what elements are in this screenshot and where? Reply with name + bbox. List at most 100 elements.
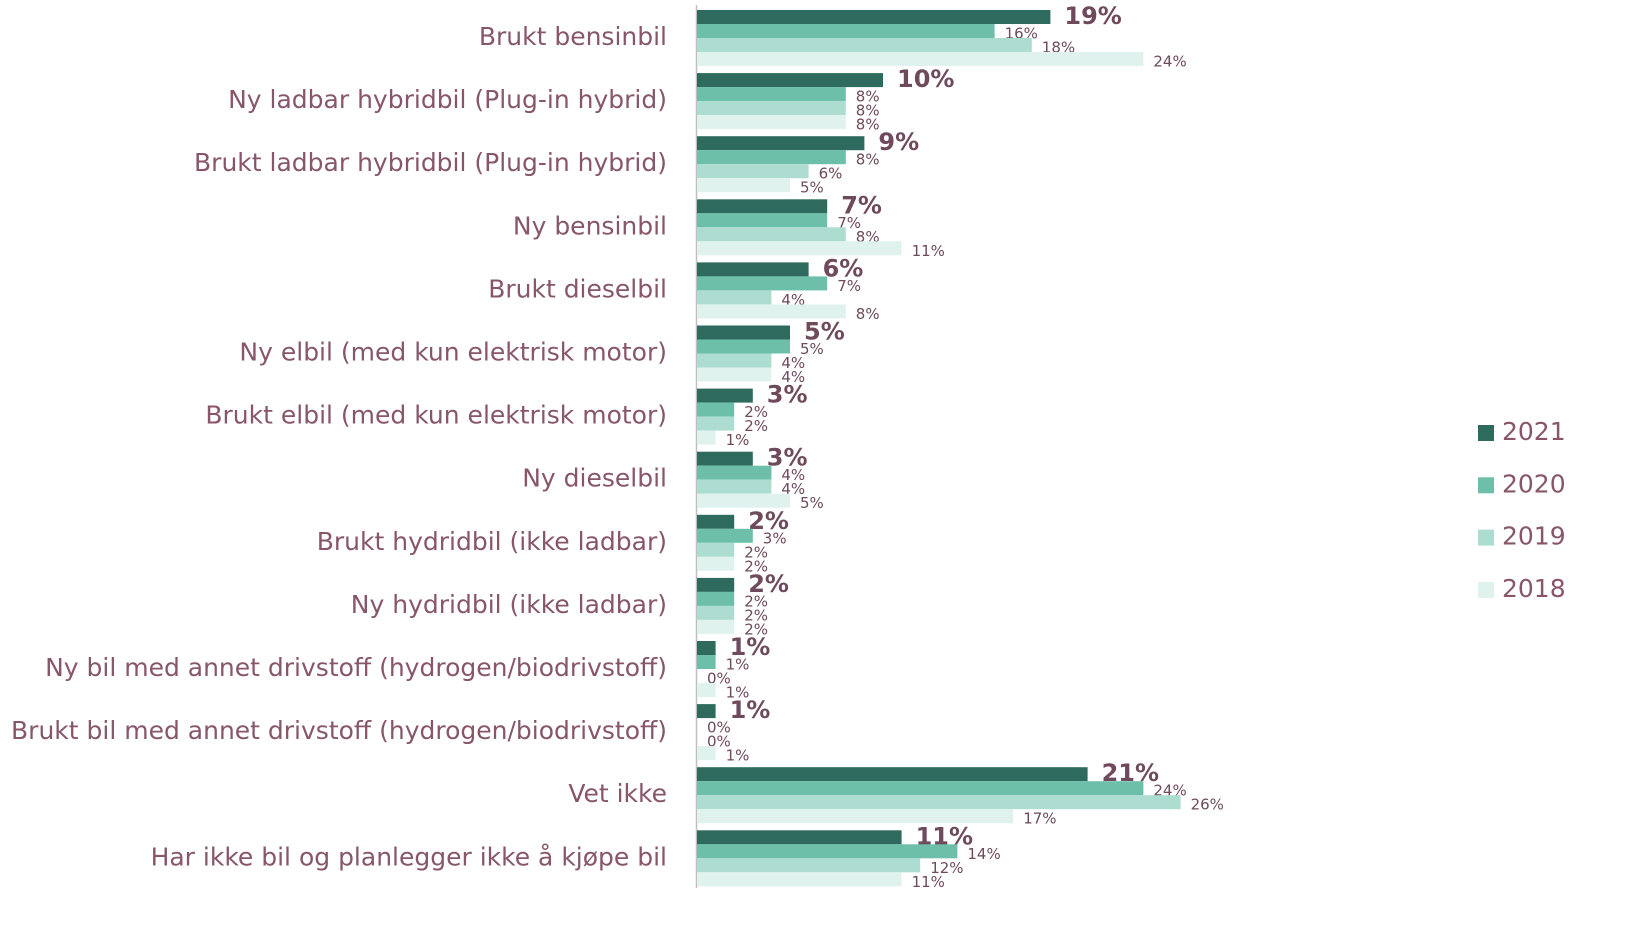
- legend-swatch: [1478, 529, 1494, 546]
- value-label: 2%: [744, 417, 768, 435]
- category-label: Ny hydridbil (ikke ladbar): [351, 590, 667, 619]
- bar: [697, 577, 735, 592]
- value-label: 2%: [748, 570, 789, 598]
- category-label: Ny dieselbil: [522, 464, 667, 493]
- bar: [697, 767, 1088, 782]
- category-label: Brukt elbil (med kun elektrisk motor): [205, 401, 667, 430]
- value-label: 17%: [1023, 810, 1056, 828]
- value-label: 4%: [781, 466, 805, 484]
- value-label: 7%: [837, 277, 861, 295]
- value-label: 8%: [856, 88, 880, 106]
- value-label: 19%: [1064, 2, 1121, 30]
- bar: [697, 746, 716, 761]
- bar: [697, 795, 1181, 810]
- category-label: Ny elbil (med kun elektrisk motor): [239, 338, 667, 367]
- value-label: 8%: [856, 102, 880, 120]
- bar: [697, 52, 1144, 66]
- bar: [697, 605, 735, 620]
- value-label: 2%: [744, 557, 768, 575]
- value-label: 3%: [767, 444, 808, 472]
- bar: [697, 542, 735, 557]
- legend-label: 2019: [1502, 522, 1566, 551]
- bar: [697, 325, 790, 340]
- value-label: 2%: [744, 620, 768, 638]
- bar: [697, 227, 846, 242]
- value-label: 6%: [823, 254, 864, 282]
- bar: [697, 858, 921, 873]
- category-label: Brukt ladbar hybridbil (Plug-in hybrid): [194, 148, 667, 177]
- value-label: 3%: [763, 529, 787, 547]
- value-label: 8%: [856, 151, 880, 169]
- bar: [697, 276, 828, 291]
- bar: [697, 73, 883, 88]
- value-label: 5%: [800, 340, 824, 358]
- bar: [697, 704, 716, 719]
- value-label: 3%: [767, 381, 808, 409]
- value-label: 5%: [800, 179, 824, 197]
- bar: [697, 514, 735, 529]
- legend-label: 2021: [1502, 417, 1566, 446]
- legend-label: 2020: [1502, 469, 1566, 498]
- bar: [697, 465, 772, 480]
- bar: [697, 199, 828, 214]
- bar: [697, 213, 828, 228]
- category-label: Vet ikke: [568, 779, 667, 808]
- value-label: 6%: [819, 165, 843, 183]
- bar: [697, 591, 735, 606]
- bar: [697, 353, 772, 368]
- value-label: 11%: [912, 242, 945, 260]
- bar: [697, 844, 958, 859]
- bar: [697, 24, 995, 38]
- legend-swatch: [1478, 581, 1494, 598]
- bar: [697, 150, 846, 165]
- bar: [697, 402, 735, 417]
- bar: [697, 430, 716, 445]
- value-label: 24%: [1153, 53, 1186, 71]
- bar: [697, 619, 735, 634]
- value-label: 11%: [912, 873, 945, 891]
- value-label: 1%: [726, 747, 750, 765]
- bar: [697, 872, 902, 887]
- value-label: 12%: [930, 859, 963, 877]
- category-label: Brukt hydridbil (ikke ladbar): [317, 527, 667, 556]
- bar: [697, 830, 902, 845]
- bar: [697, 262, 809, 277]
- bar: [697, 87, 846, 102]
- bar: [697, 164, 809, 179]
- category-label: Brukt bensinbil: [479, 22, 667, 51]
- value-label: 4%: [781, 354, 805, 372]
- bar: [697, 416, 735, 431]
- bar: [697, 528, 753, 543]
- value-label: 26%: [1191, 796, 1224, 814]
- category-label: Ny bil med annet drivstoff (hydrogen/bio…: [45, 653, 667, 682]
- value-label: 2%: [744, 592, 768, 610]
- bar: [697, 781, 1144, 796]
- bar: [697, 178, 790, 193]
- legend-swatch: [1478, 425, 1494, 441]
- legend-label: 2018: [1502, 574, 1566, 603]
- bar: [697, 655, 716, 669]
- value-label: 1%: [726, 684, 750, 702]
- bar: [697, 367, 772, 382]
- bar: [697, 641, 716, 655]
- value-label: 1%: [726, 431, 750, 449]
- bar: [697, 809, 1014, 824]
- bar: [697, 556, 735, 571]
- value-label: 2%: [744, 403, 768, 421]
- value-label: 10%: [897, 65, 954, 93]
- category-label: Ny bensinbil: [513, 211, 667, 240]
- value-label: 1%: [726, 656, 750, 674]
- bar: [697, 115, 846, 130]
- bar: [697, 136, 865, 151]
- value-label: 5%: [804, 318, 845, 346]
- category-label: Ny ladbar hybridbil (Plug-in hybrid): [228, 85, 667, 114]
- value-label: 5%: [800, 494, 824, 512]
- bar: [697, 683, 716, 697]
- bar: [697, 493, 790, 508]
- legend-swatch: [1478, 477, 1494, 494]
- value-label: 4%: [781, 368, 805, 386]
- value-label: 2%: [748, 507, 789, 535]
- bar: [697, 241, 902, 256]
- value-label: 1%: [730, 696, 771, 724]
